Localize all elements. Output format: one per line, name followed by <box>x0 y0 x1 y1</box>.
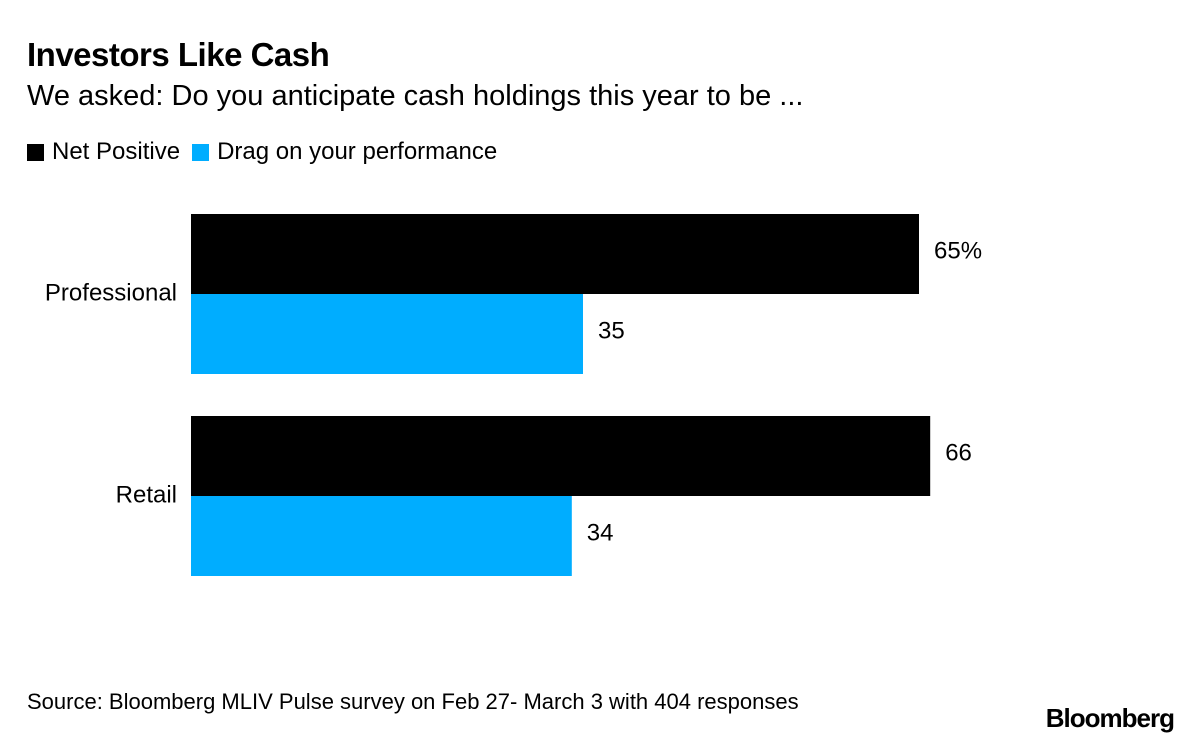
bar-retail-drag <box>191 496 572 576</box>
data-label-retail-net-positive: 66 <box>945 439 972 466</box>
bar-professional-drag <box>191 294 583 374</box>
data-label-professional-drag: 35 <box>598 317 625 344</box>
source-note: Source: Bloomberg MLIV Pulse survey on F… <box>27 689 799 714</box>
legend-item-drag: Drag on your performance <box>192 138 497 166</box>
chart-legend: Net Positive Drag on your performance <box>27 137 509 167</box>
category-label-professional: Professional <box>45 279 177 306</box>
legend-swatch-drag <box>192 143 210 161</box>
data-label-professional-net-positive: 65% <box>934 237 982 264</box>
chart-title: Investors Like Cash <box>27 36 330 73</box>
bar-professional-net-positive <box>191 214 919 294</box>
legend-swatch-net-positive <box>27 143 44 161</box>
bloomberg-logo: Bloomberg <box>1045 703 1175 733</box>
legend-item-net-positive: Net Positive <box>27 138 180 166</box>
chart-subtitle: We asked: Do you anticipate cash holding… <box>27 80 804 112</box>
legend-label-drag: Drag on your performance <box>217 138 498 165</box>
category-label-retail: Retail <box>116 481 177 508</box>
data-label-retail-drag: 34 <box>587 519 614 546</box>
bar-retail-net-positive <box>191 416 931 496</box>
legend-label-net-positive: Net Positive <box>52 138 181 165</box>
